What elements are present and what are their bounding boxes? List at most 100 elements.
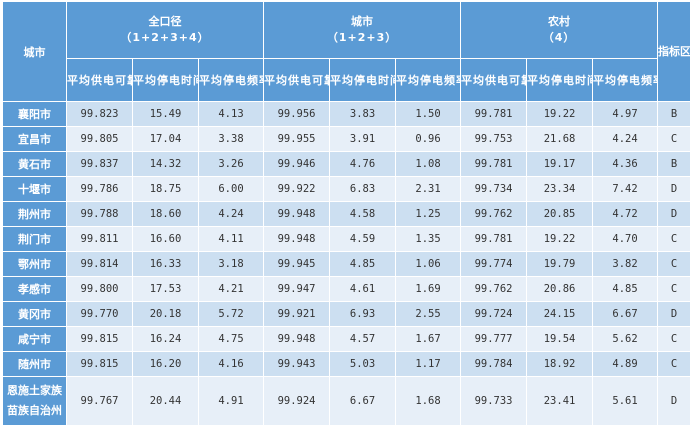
urban-reliability-cell: 99.948 [263,226,331,252]
table-row: 襄阳市 99.823 15.49 4.13 99.956 3.83 1.50 9… [2,101,692,127]
table-row: 黄冈市 99.770 20.18 5.72 99.921 6.93 2.55 9… [2,301,692,327]
rural-outage-frequency-cell: 7.42 [592,176,659,202]
all-reliability-cell: 99.837 [66,151,133,177]
all-reliability-cell: 99.770 [66,301,133,327]
urban-reliability-cell: 99.946 [263,151,331,177]
rural-reliability-cell: 99.777 [460,326,528,352]
all-reliability-cell: 99.788 [66,201,133,227]
urban-outage-time-cell: 4.59 [329,226,397,252]
urban-reliability-cell: 99.948 [263,201,331,227]
group-subtitle-all: （1+2+3+4） [120,31,210,44]
city-name-cell: 随州市 [2,351,67,377]
all-outage-frequency-cell: 3.26 [197,151,265,177]
rural-outage-frequency-cell: 4.24 [592,126,659,152]
urban-outage-frequency-cell: 1.17 [395,351,462,377]
urban-outage-frequency-cell: 1.69 [395,276,462,302]
urban-reliability-cell: 99.943 [263,351,331,377]
urban-outage-frequency-cell: 1.25 [395,201,462,227]
rural-outage-frequency-cell: 3.82 [592,251,659,277]
rural-reliability-cell: 99.781 [460,151,528,177]
rural-outage-frequency-cell: 4.72 [592,201,659,227]
rural-reliability-cell: 99.733 [460,376,528,426]
urban-outage-frequency-cell: 1.67 [395,326,462,352]
all-reliability-cell: 99.805 [66,126,133,152]
urban-outage-time-cell: 4.76 [329,151,397,177]
rural-reliability-cell: 99.781 [460,226,528,252]
zone-cell: D [657,176,692,202]
zone-cell: D [657,201,692,227]
table-row: 荆门市 99.811 16.60 4.11 99.948 4.59 1.35 9… [2,226,692,252]
urban-outage-frequency-cell: 2.55 [395,301,462,327]
table-row: 十堰市 99.786 18.75 6.00 99.922 6.83 2.31 9… [2,176,692,202]
metric-header-reliability: 平均供电可靠率（%） [66,58,133,102]
all-outage-frequency-cell: 4.24 [197,201,265,227]
metric-header-reliability: 平均供电可靠率（%） [460,58,528,102]
urban-reliability-cell: 99.924 [263,376,331,426]
urban-outage-time-cell: 3.91 [329,126,397,152]
table-row: 咸宁市 99.815 16.24 4.75 99.948 4.57 1.67 9… [2,326,692,352]
metric-header-outage-time: 平均停电时间（时/户） [329,58,397,102]
rural-reliability-cell: 99.774 [460,251,528,277]
urban-outage-frequency-cell: 2.31 [395,176,462,202]
group-title-all: 全口径 [148,15,182,28]
urban-outage-time-cell: 6.83 [329,176,397,202]
urban-outage-time-cell: 4.85 [329,251,397,277]
table-row: 鄂州市 99.814 16.33 3.18 99.945 4.85 1.06 9… [2,251,692,277]
table-row: 黄石市 99.837 14.32 3.26 99.946 4.76 1.08 9… [2,151,692,177]
all-outage-frequency-cell: 3.38 [197,126,265,152]
rural-outage-frequency-cell: 4.85 [592,276,659,302]
all-outage-frequency-cell: 4.21 [197,276,265,302]
all-outage-time-cell: 17.04 [132,126,199,152]
urban-outage-time-cell: 4.58 [329,201,397,227]
city-name-cell: 襄阳市 [2,101,67,127]
rural-outage-time-cell: 24.15 [526,301,594,327]
urban-outage-time-cell: 6.67 [329,376,397,426]
rural-outage-time-cell: 20.85 [526,201,594,227]
table-row: 宜昌市 99.805 17.04 3.38 99.955 3.91 0.96 9… [2,126,692,152]
all-outage-time-cell: 18.60 [132,201,199,227]
city-name-cell: 黄冈市 [2,301,67,327]
metric-header-outage-frequency: 平均停电频率（次/户） [197,58,265,102]
metric-header-reliability: 平均供电可靠率（%） [263,58,331,102]
all-outage-time-cell: 16.60 [132,226,199,252]
all-outage-time-cell: 18.75 [132,176,199,202]
urban-outage-time-cell: 5.03 [329,351,397,377]
all-reliability-cell: 99.823 [66,101,133,127]
urban-outage-frequency-cell: 0.96 [395,126,462,152]
urban-outage-frequency-cell: 1.68 [395,376,462,426]
table-row: 孝感市 99.800 17.53 4.21 99.947 4.61 1.69 9… [2,276,692,302]
group-header-urban: 城市 （1+2+3） [263,1,462,59]
rural-outage-time-cell: 21.68 [526,126,594,152]
rural-outage-time-cell: 19.22 [526,226,594,252]
rural-reliability-cell: 99.734 [460,176,528,202]
city-name-cell: 十堰市 [2,176,67,202]
metric-header-outage-time: 平均停电时间（时/户） [132,58,199,102]
all-outage-frequency-cell: 4.16 [197,351,265,377]
rural-outage-frequency-cell: 4.97 [592,101,659,127]
rural-outage-time-cell: 19.79 [526,251,594,277]
zone-cell: D [657,301,692,327]
all-outage-time-cell: 16.20 [132,351,199,377]
table-body: 襄阳市 99.823 15.49 4.13 99.956 3.83 1.50 9… [2,101,692,426]
city-name-cell: 荆门市 [2,226,67,252]
all-outage-frequency-cell: 4.75 [197,326,265,352]
rural-outage-time-cell: 19.22 [526,101,594,127]
rural-outage-frequency-cell: 6.67 [592,301,659,327]
rural-outage-time-cell: 23.34 [526,176,594,202]
group-subtitle-rural: （4） [542,31,576,44]
urban-reliability-cell: 99.945 [263,251,331,277]
all-reliability-cell: 99.811 [66,226,133,252]
urban-outage-frequency-cell: 1.08 [395,151,462,177]
city-name-cell: 鄂州市 [2,251,67,277]
urban-reliability-cell: 99.956 [263,101,331,127]
all-outage-frequency-cell: 6.00 [197,176,265,202]
all-outage-time-cell: 15.49 [132,101,199,127]
zone-cell: C [657,276,692,302]
city-name-cell: 宜昌市 [2,126,67,152]
zone-cell: B [657,151,692,177]
rural-outage-time-cell: 19.17 [526,151,594,177]
group-header-all: 全口径 （1+2+3+4） [65,1,265,59]
all-reliability-cell: 99.814 [66,251,133,277]
metric-header-outage-frequency: 平均停电频率（次/户） [395,58,462,102]
urban-reliability-cell: 99.922 [263,176,331,202]
